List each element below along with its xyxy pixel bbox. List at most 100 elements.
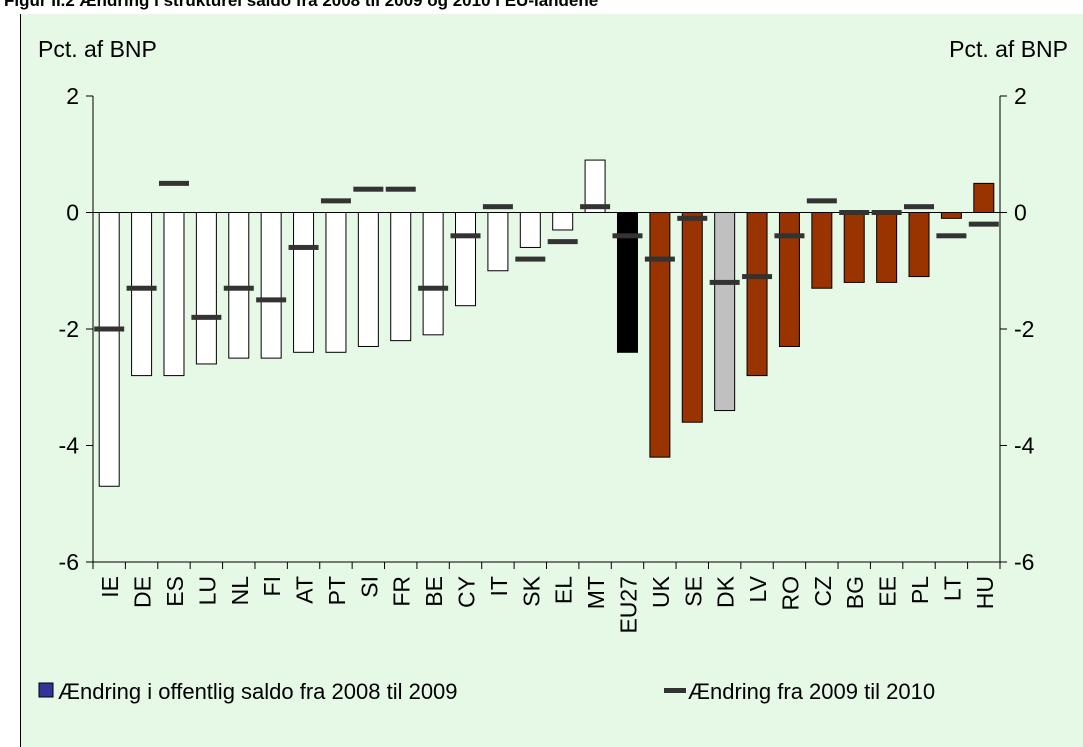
bar-fi (260, 212, 282, 359)
bar-sk (519, 212, 541, 248)
bar-at (293, 212, 315, 353)
marker-eu27 (612, 233, 643, 239)
marker-el (547, 239, 578, 245)
y-tick-label-left: -4 (59, 433, 80, 459)
x-tick-label-it: IT (486, 576, 512, 596)
chart-panel (20, 14, 1083, 747)
bar-bg (843, 212, 865, 283)
bar-hu (973, 182, 995, 213)
y-tick-label-right: 0 (1014, 200, 1027, 226)
x-tick-label-fr: FR (389, 576, 415, 607)
x-tick-label-pl: PL (907, 576, 933, 604)
x-tick-label-de: DE (130, 576, 156, 608)
marker-pl (904, 204, 935, 210)
bar-nl (228, 212, 250, 359)
x-tick-label-sk: SK (518, 575, 544, 606)
bar-cy (455, 212, 477, 307)
x-tick-label-ie: IE (97, 576, 123, 598)
bar-se (681, 212, 703, 423)
bar-de (131, 212, 153, 377)
legend-swatch-markers (664, 688, 686, 693)
y-tick-label-right: -6 (1014, 549, 1034, 575)
marker-pt (320, 198, 351, 204)
x-tick-label-dk: DK (713, 575, 739, 608)
marker-dk (709, 279, 740, 285)
bar-lv (746, 212, 768, 377)
x-tick-label-hu: HU (972, 576, 998, 609)
x-tick-label-cy: CY (454, 576, 480, 608)
marker-de (126, 285, 157, 291)
x-tick-label-bg: BG (842, 576, 868, 609)
y-axis-title-right: Pct. af BNP (949, 36, 1068, 62)
marker-it (482, 204, 513, 210)
marker-lt (936, 233, 967, 239)
bar-ie (98, 212, 120, 487)
marker-hu (968, 221, 999, 227)
x-tick-label-mt: MT (583, 576, 609, 609)
marker-cy (450, 233, 481, 239)
marker-sk (515, 256, 546, 262)
x-tick-label-lv: LV (745, 575, 771, 602)
bar-fr (390, 212, 412, 342)
x-tick-label-lu: LU (194, 576, 220, 605)
y-tick-label-left: -6 (59, 549, 79, 575)
x-tick-label-se: SE (680, 576, 706, 607)
bar-si (357, 212, 379, 347)
x-tick-label-ro: RO (777, 576, 803, 611)
x-tick-label-nl: NL (227, 576, 253, 606)
marker-at (288, 244, 319, 250)
marker-es (158, 180, 189, 186)
x-tick-label-be: BE (421, 576, 447, 607)
bar-ee (876, 212, 898, 283)
figure-header-text: Figur II.2 Ændring i strukturel saldo fr… (4, 0, 599, 10)
bar-lu (195, 212, 217, 365)
bar-uk (649, 212, 671, 458)
y-tick-label-left: 0 (66, 200, 79, 226)
marker-fr (385, 186, 416, 192)
y-axis-title-left: Pct. af BNP (38, 36, 157, 62)
marker-lu (191, 314, 222, 320)
bar-es (163, 212, 185, 377)
y-tick-label-right: 2 (1014, 83, 1027, 109)
legend-label-markers: Ændring fra 2009 til 2010 (688, 679, 935, 704)
bar-ro (778, 212, 800, 347)
y-tick-label-left: -2 (59, 316, 79, 342)
bar-pl (908, 212, 930, 278)
x-tick-label-ee: EE (875, 576, 901, 607)
marker-ro (774, 233, 805, 239)
bar-lt (940, 212, 962, 219)
bar-be (422, 212, 444, 336)
marker-mt (580, 204, 611, 210)
marker-bg (839, 210, 870, 215)
x-tick-label-lt: LT (939, 576, 965, 601)
x-tick-label-at: AT (292, 576, 318, 604)
marker-ie (94, 326, 125, 332)
legend-swatch-bars (38, 682, 54, 698)
bar-it (487, 212, 509, 272)
marker-se (677, 215, 708, 221)
y-tick-label-right: -4 (1014, 433, 1035, 459)
x-tick-label-fi: FI (259, 576, 285, 596)
x-tick-label-uk: UK (648, 575, 674, 608)
figure-header: Figur II.2 Ændring i strukturel saldo fr… (0, 0, 1083, 14)
marker-fi (256, 297, 287, 303)
x-tick-label-cz: CZ (810, 576, 836, 607)
marker-si (353, 186, 384, 192)
x-tick-label-el: EL (551, 576, 577, 604)
x-tick-label-es: ES (162, 576, 188, 607)
x-tick-label-si: SI (356, 576, 382, 598)
bar-el (552, 212, 574, 231)
y-tick-label-left: 2 (66, 83, 79, 109)
bar-cz (811, 212, 833, 289)
marker-nl (223, 285, 254, 291)
marker-be (418, 285, 449, 291)
bar-dk (714, 212, 736, 412)
x-tick-label-eu27: EU27 (615, 576, 641, 634)
marker-lv (742, 274, 773, 280)
marker-cz (806, 198, 837, 204)
bar-pt (325, 212, 347, 353)
y-tick-label-right: -2 (1014, 316, 1034, 342)
marker-uk (644, 256, 675, 262)
